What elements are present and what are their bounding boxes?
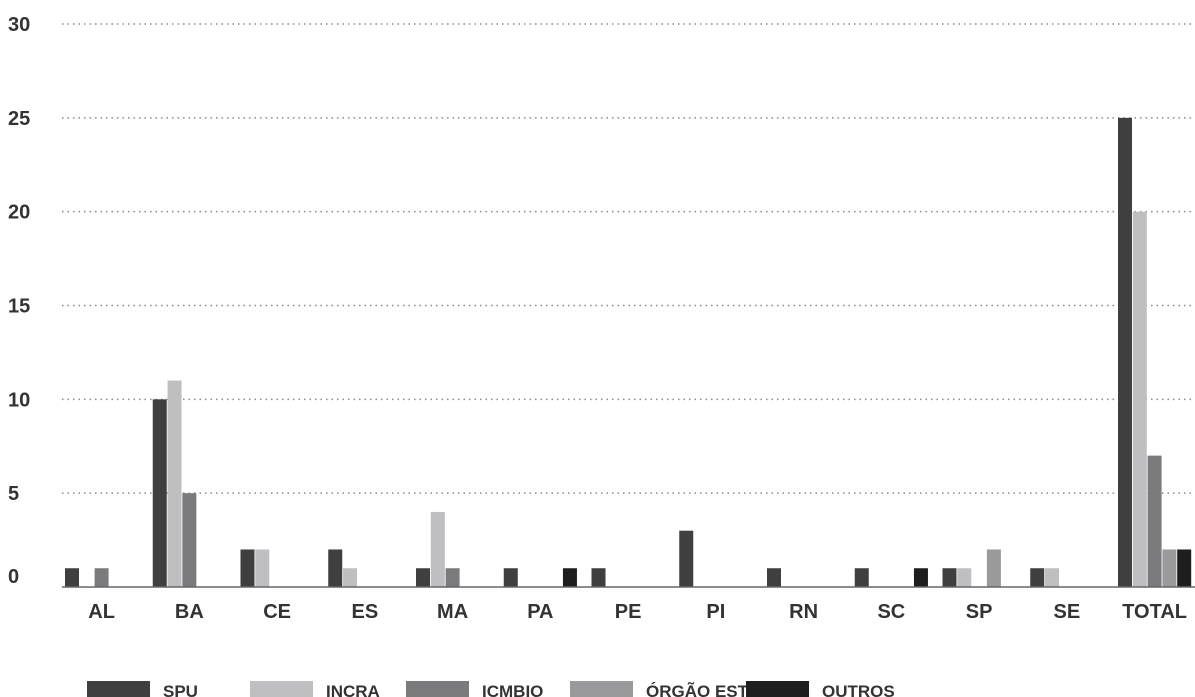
x-category-label: SC: [877, 601, 905, 623]
bar--rg-o-estadual-total: [1162, 549, 1177, 587]
legend-label: ICMBIO: [482, 682, 543, 697]
bar-spu-ba: [152, 399, 167, 587]
y-tick-label: 5: [8, 483, 19, 505]
legend: SPU INCRA ICMBIO ÓRGÃO ESTADUAL OUTROS: [87, 681, 895, 697]
legend-item: SPU: [87, 681, 198, 697]
bar-spu-sc: [854, 568, 869, 587]
grid-layer: [62, 23, 1195, 494]
bar--rg-o-estadual-sp: [986, 549, 1001, 587]
bar-icmbio-ma: [445, 568, 460, 587]
bar-icmbio-al: [94, 568, 109, 587]
x-category-label: RN: [789, 601, 818, 623]
x-category-label: CE: [263, 601, 291, 623]
x-category-label: PA: [527, 601, 553, 623]
legend-swatch: [87, 681, 150, 697]
y-tick-label: 15: [8, 296, 30, 318]
y-tick-label: 30: [8, 14, 30, 36]
y-axis-ticks: 0 5 10 15 20 25 30: [8, 14, 30, 588]
legend-item: OUTROS: [746, 681, 895, 697]
bar-spu-total: [1118, 117, 1132, 587]
bar-incra-es: [343, 568, 358, 587]
bar-spu-es: [328, 549, 343, 587]
x-category-label: SP: [966, 601, 993, 623]
legend-label: OUTROS: [822, 682, 895, 697]
bar-layer: [65, 117, 1192, 587]
x-category-label: BA: [175, 601, 204, 623]
bar-incra-sp: [957, 568, 972, 587]
legend-item: ICMBIO: [406, 681, 543, 697]
bar-incra-ce: [255, 549, 270, 587]
bar-outros-total: [1177, 549, 1192, 587]
x-category-label: TOTAL: [1122, 601, 1187, 623]
x-category-label: ES: [352, 601, 379, 623]
bar-spu-al: [65, 568, 79, 587]
x-category-label: MA: [437, 601, 468, 623]
legend-swatch: [406, 681, 469, 697]
bar-incra-se: [1045, 568, 1060, 587]
legend-swatch: [250, 681, 313, 697]
x-axis-labels: AL BA CE ES MA PA PE PI RN SC SP SE TOTAL: [88, 601, 1187, 623]
y-tick-label: 25: [8, 108, 30, 130]
y-tick-label: 0: [8, 566, 19, 588]
bar-icmbio-ba: [182, 493, 197, 587]
bar-incra-total: [1132, 211, 1147, 587]
bar-icmbio-total: [1147, 455, 1162, 587]
legend-label: INCRA: [326, 682, 380, 697]
bar-incra-ba: [167, 380, 182, 587]
bar-spu-pa: [503, 568, 518, 587]
bar-spu-rn: [767, 568, 781, 587]
x-category-label: SE: [1054, 601, 1081, 623]
legend-label: SPU: [163, 682, 198, 697]
legend-item: INCRA: [250, 681, 380, 697]
bar-incra-ma: [430, 511, 445, 587]
bar-spu-ma: [416, 568, 430, 587]
bar-spu-pi: [679, 530, 694, 587]
bar-spu-pe: [591, 568, 606, 587]
legend-swatch: [570, 681, 633, 697]
legend-swatch: [746, 681, 809, 697]
bar-spu-ce: [240, 549, 255, 587]
x-category-label: PI: [706, 601, 725, 623]
x-category-label: AL: [88, 601, 115, 623]
bar-outros-sc: [913, 568, 928, 587]
bar-spu-sp: [942, 568, 957, 587]
x-category-label: PE: [615, 601, 642, 623]
y-tick-label: 20: [8, 202, 30, 224]
bar-spu-se: [1030, 568, 1045, 587]
bar-outros-pa: [562, 568, 577, 587]
y-tick-label: 10: [8, 389, 30, 411]
